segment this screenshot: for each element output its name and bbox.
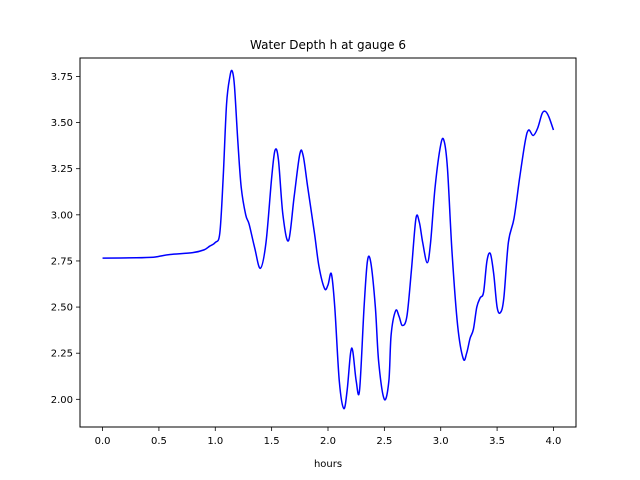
y-tick-label: 2.50 bbox=[51, 303, 73, 314]
series-line bbox=[102, 69, 555, 410]
y-tick-label: 3.50 bbox=[51, 118, 73, 129]
x-tick-label: 0.5 bbox=[151, 436, 167, 447]
x-tick-label: 2.5 bbox=[376, 436, 392, 447]
y-tick-label: 3.00 bbox=[51, 210, 73, 221]
x-tick-label: 0.0 bbox=[95, 436, 111, 447]
chart-title: Water Depth h at gauge 6 bbox=[250, 38, 406, 52]
x-tick-label: 1.0 bbox=[207, 436, 223, 447]
x-tick-label: 3.0 bbox=[433, 436, 449, 447]
x-axis-label: hours bbox=[314, 459, 342, 470]
y-tick-label: 2.75 bbox=[51, 256, 73, 267]
y-tick-label: 3.25 bbox=[51, 164, 73, 175]
plot-area-frame bbox=[79, 57, 577, 428]
y-tick-label: 2.00 bbox=[51, 395, 73, 406]
y-tick-label: 3.75 bbox=[51, 72, 73, 83]
y-axis-ticks: 2.00 2.25 2.50 2.75 3.00 3.25 3.50 3.75 bbox=[51, 72, 80, 406]
x-axis-ticks: 0.0 0.5 1.0 1.5 2.0 2.5 3.0 3.5 4.0 bbox=[95, 427, 562, 447]
x-tick-label: 1.5 bbox=[264, 436, 280, 447]
y-tick-label: 2.25 bbox=[51, 349, 73, 360]
x-tick-label: 3.5 bbox=[489, 436, 505, 447]
x-tick-label: 4.0 bbox=[546, 436, 562, 447]
x-tick-label: 2.0 bbox=[320, 436, 336, 447]
